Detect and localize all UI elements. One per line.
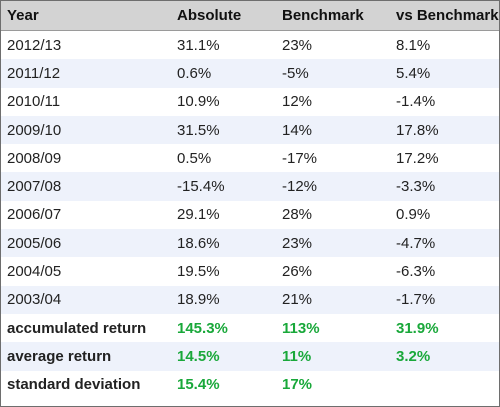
summary-vs-benchmark: 31.9% [396, 319, 439, 337]
table-header-row: Year Absolute Benchmark vs Benchmark [1, 1, 499, 31]
table-row: 2007/08 -15.4% -12% -3.3% [1, 172, 499, 201]
summary-absolute: 14.5% [171, 342, 276, 371]
summary-absolute: 15.4% [177, 376, 220, 394]
cell-absolute: 0.5% [177, 149, 212, 167]
summary-vs-benchmark [390, 371, 499, 399]
cell-year: 2004/05 [7, 263, 62, 281]
summary-row-average-return: average return 14.5% 11% 3.2% [1, 342, 499, 371]
cell-absolute: 31.1% [177, 36, 220, 54]
summary-row-accumulated-return: accumulated return 145.3% 113% 31.9% [1, 314, 499, 342]
header-year: Year [1, 1, 171, 31]
cell-year: 2007/08 [1, 172, 171, 201]
table-row: 2003/04 18.9% 21% -1.7% [1, 285, 499, 314]
table-row: 2006/07 29.1% 28% 0.9% [1, 201, 499, 229]
cell-year: 2006/07 [7, 206, 62, 224]
cell-year: 2003/04 [1, 285, 171, 314]
cell-year: 2009/10 [1, 115, 171, 145]
cell-vs-benchmark: -3.3% [390, 172, 499, 201]
summary-label: accumulated return [7, 319, 147, 337]
cell-vs-benchmark: -6.3% [396, 263, 436, 281]
summary-benchmark: 113% [282, 319, 320, 337]
table-row: 2005/06 18.6% 23% -4.7% [1, 229, 499, 258]
header-vs-benchmark: vs Benchmark [390, 1, 499, 31]
cell-absolute: 19.5% [177, 263, 220, 281]
cell-benchmark: 28% [282, 206, 313, 224]
cell-vs-benchmark: -1.7% [390, 285, 499, 314]
cell-benchmark: -5% [276, 59, 390, 88]
cell-benchmark: 21% [276, 285, 390, 314]
header-absolute: Absolute [171, 1, 276, 31]
cell-benchmark: 14% [276, 115, 390, 145]
cell-absolute: 31.5% [171, 115, 276, 145]
cell-absolute: 10.9% [177, 93, 220, 111]
cell-absolute: 18.6% [171, 229, 276, 258]
summary-label: average return [1, 342, 171, 371]
table-row: 2012/13 31.1% 23% 8.1% [1, 31, 499, 60]
cell-benchmark: 12% [282, 93, 313, 111]
table-row: 2009/10 31.5% 14% 17.8% [1, 115, 499, 145]
cell-vs-benchmark: 5.4% [390, 59, 499, 88]
cell-absolute: 0.6% [171, 59, 276, 88]
table-row: 2008/09 0.5% -17% 17.2% [1, 144, 499, 172]
cell-vs-benchmark: 17.8% [390, 115, 499, 145]
cell-year: 2011/12 [1, 59, 171, 88]
summary-row-standard-deviation: standard deviation 15.4% 17% [1, 371, 499, 399]
cell-benchmark: 26% [282, 263, 313, 281]
cell-vs-benchmark: 17.2% [396, 149, 439, 167]
cell-benchmark: 23% [276, 229, 390, 258]
table-row: 2010/11 10.9% 12% -1.4% [1, 88, 499, 116]
returns-table: Year Absolute Benchmark vs Benchmark 201… [1, 1, 499, 399]
cell-vs-benchmark: -1.4% [396, 93, 436, 111]
cell-year: 2012/13 [7, 36, 62, 54]
cell-absolute: -15.4% [171, 172, 276, 201]
cell-benchmark: -17% [282, 149, 318, 167]
cell-absolute: 18.9% [171, 285, 276, 314]
summary-absolute: 145.3% [177, 319, 228, 337]
summary-label: standard deviation [7, 376, 141, 394]
table-row: 2011/12 0.6% -5% 5.4% [1, 59, 499, 88]
cell-year: 2010/11 [7, 93, 61, 111]
cell-vs-benchmark: -4.7% [390, 229, 499, 258]
summary-vs-benchmark: 3.2% [390, 342, 499, 371]
cell-year: 2008/09 [7, 149, 62, 167]
summary-benchmark: 17% [282, 376, 313, 394]
cell-vs-benchmark: 0.9% [396, 206, 431, 224]
cell-vs-benchmark: 8.1% [396, 36, 431, 54]
summary-benchmark: 11% [276, 342, 390, 371]
cell-year: 2005/06 [1, 229, 171, 258]
cell-benchmark: 23% [282, 36, 313, 54]
table-row: 2004/05 19.5% 26% -6.3% [1, 257, 499, 285]
cell-benchmark: -12% [276, 172, 390, 201]
header-benchmark: Benchmark [276, 1, 390, 31]
cell-absolute: 29.1% [177, 206, 220, 224]
